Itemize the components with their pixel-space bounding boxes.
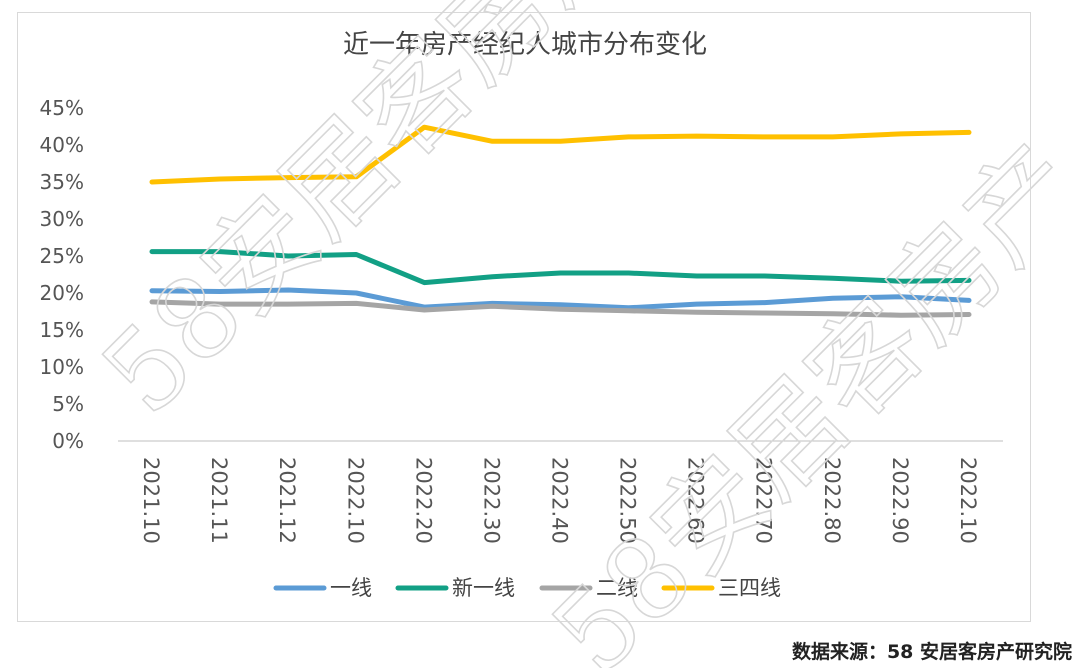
y-tick-label: 10%	[40, 355, 84, 379]
y-tick-label: 15%	[40, 318, 84, 342]
series-group	[149, 124, 972, 318]
legend: 一线 新一线 二线 三四线	[273, 576, 781, 600]
legend-label-1: 新一线	[452, 576, 515, 600]
x-axis: 2021.10 2021.11 2021.12 2022.10 2022.20 2022.…	[118, 440, 1003, 544]
x-tick-label: 2022.80	[820, 457, 844, 544]
source-note: 数据来源：58 安居客房产研究院	[791, 641, 1072, 663]
series-line-3	[149, 124, 972, 185]
x-tick-label: 2022.20	[411, 457, 435, 544]
x-tick-label: 2022.60	[684, 457, 708, 544]
chart-title: 近一年房产经纪人城市分布变化	[343, 30, 707, 60]
legend-label-2: 二线	[596, 576, 638, 600]
chart-svg: 近一年房产经纪人城市分布变化 0% 5% 10% 15% 20% 25% 30% 35% 40%…	[40, 30, 1003, 600]
x-tick-label: 2022.10	[956, 457, 980, 544]
x-tick-label: 2021.12	[275, 457, 299, 544]
y-tick-label: 30%	[40, 207, 84, 231]
x-tick-label: 2022.40	[548, 457, 572, 544]
y-tick-label: 35%	[40, 170, 84, 194]
x-tick-label: 2022.10	[343, 457, 367, 544]
series-line-2	[149, 299, 972, 318]
y-tick-label: 5%	[52, 392, 84, 416]
x-tick-label: 2021.10	[139, 457, 163, 544]
y-tick-label: 0%	[52, 429, 84, 453]
y-tick-label: 45%	[40, 96, 84, 120]
x-tick-label: 2021.11	[207, 457, 231, 544]
y-tick-label: 40%	[40, 133, 84, 157]
x-tick-label: 2022.90	[888, 457, 912, 544]
y-tick-label: 20%	[40, 281, 84, 305]
legend-label-3: 三四线	[718, 576, 781, 600]
y-tick-label: 25%	[40, 244, 84, 268]
chart-frame: 近一年房产经纪人城市分布变化 0% 5% 10% 15% 20% 25% 30% 35% 40%…	[17, 12, 1031, 622]
x-tick-label: 2022.30	[479, 457, 503, 544]
x-tick-label: 2022.70	[752, 457, 776, 544]
series-line-1	[149, 249, 972, 286]
series-line-0	[149, 287, 972, 311]
y-axis: 0% 5% 10% 15% 20% 25% 30% 35% 40% 45%	[40, 96, 84, 453]
legend-label-0: 一线	[330, 576, 372, 600]
x-tick-label: 2022.50	[616, 457, 640, 544]
